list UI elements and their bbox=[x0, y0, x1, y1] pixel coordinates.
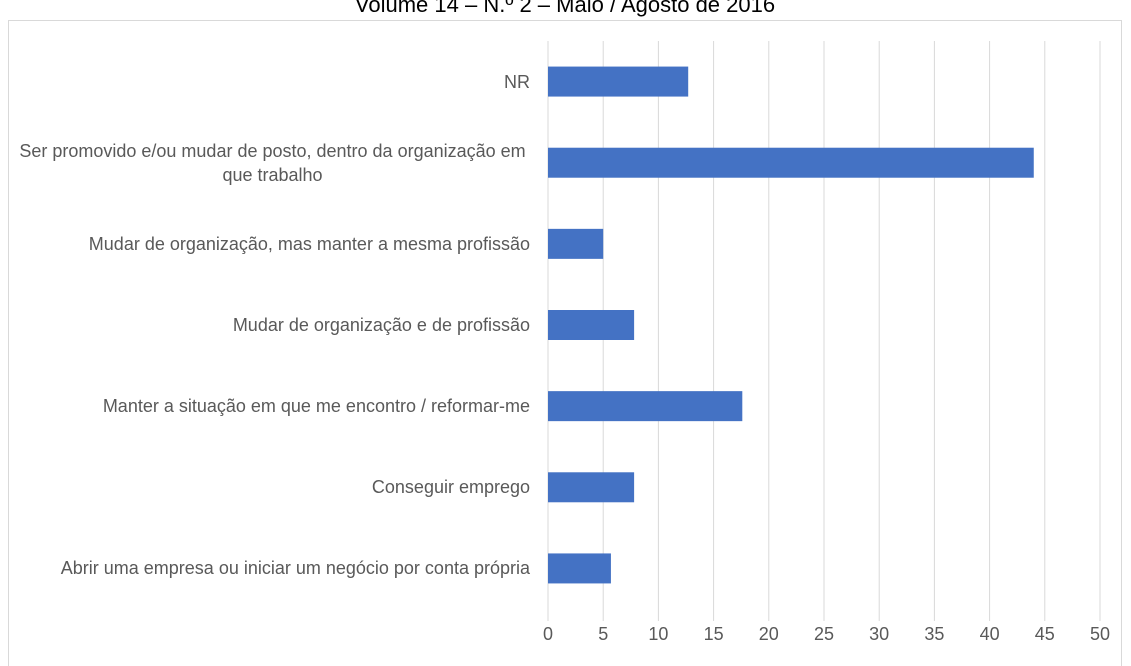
category-label-box: Mudar de organização e de profissão bbox=[10, 285, 530, 365]
x-tick-label: 25 bbox=[814, 624, 834, 644]
x-tick-label: 20 bbox=[759, 624, 779, 644]
bar bbox=[548, 147, 1034, 178]
category-label-box: Ser promovido e/ou mudar de posto, dentr… bbox=[10, 123, 530, 203]
x-tick-label: 10 bbox=[648, 624, 668, 644]
title-bg bbox=[300, 0, 831, 20]
x-tick-label: 15 bbox=[704, 624, 724, 644]
category-label-box: Abrir uma empresa ou iniciar um negócio … bbox=[10, 528, 530, 608]
category-label-box: NR bbox=[10, 42, 530, 122]
y-tick-label: Mudar de organização, mas manter a mesma… bbox=[88, 233, 530, 254]
bar bbox=[548, 66, 689, 97]
x-tick-label: 35 bbox=[924, 624, 944, 644]
category-label-box: Conseguir emprego bbox=[10, 447, 530, 527]
bar bbox=[548, 228, 604, 259]
x-tick-label: 0 bbox=[543, 624, 553, 644]
y-tick-label: NR bbox=[504, 71, 530, 92]
chart-title: Volume 14 – N.º 2 – Maio / Agosto de 201… bbox=[355, 0, 775, 17]
x-tick-label: 30 bbox=[869, 624, 889, 644]
y-tick-label: Manter a situação em que me encontro / r… bbox=[102, 396, 530, 417]
bar bbox=[548, 553, 611, 584]
bar bbox=[548, 310, 635, 340]
chart-frame bbox=[8, 20, 1122, 666]
bar bbox=[548, 391, 743, 422]
y-tick-label: Ser promovido e/ou mudar de posto, dentr… bbox=[19, 140, 526, 185]
y-tick-label: Mudar de organização e de profissão bbox=[232, 315, 530, 335]
category-label-box: Manter a situação em que me encontro / r… bbox=[10, 366, 530, 446]
x-tick-label: 50 bbox=[1090, 624, 1110, 644]
bar bbox=[548, 472, 635, 503]
category-label-box: Mudar de organização, mas manter a mesma… bbox=[10, 204, 530, 284]
x-tick-label: 45 bbox=[1035, 624, 1055, 644]
x-tick-label: 5 bbox=[598, 624, 608, 644]
y-tick-label: Conseguir emprego bbox=[371, 477, 530, 498]
x-tick-label: 40 bbox=[980, 624, 1000, 644]
y-tick-label: Abrir uma empresa ou iniciar um negócio … bbox=[60, 558, 530, 579]
